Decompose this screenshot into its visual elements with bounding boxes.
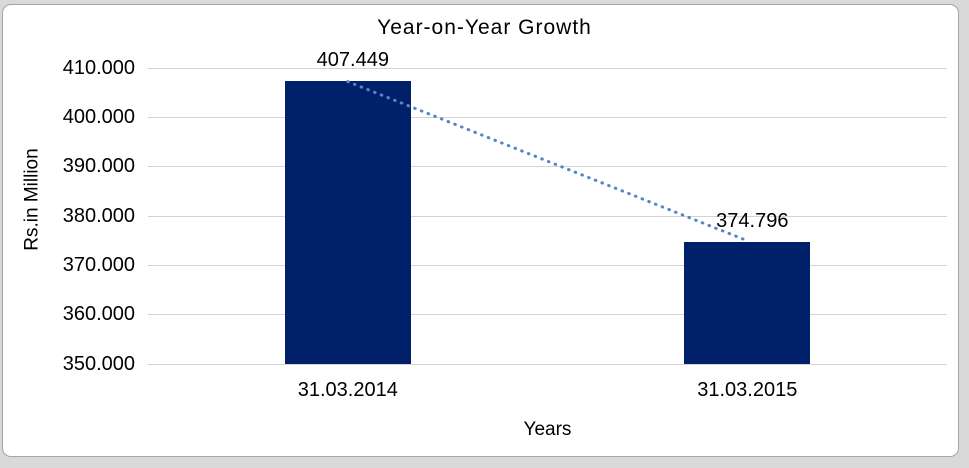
data-label: 407.449 — [316, 48, 389, 71]
chart-title: Year-on-Year Growth — [377, 16, 592, 39]
gridline — [148, 314, 947, 316]
y-axis-tick-label: 350.000 — [62, 352, 135, 375]
gridline — [148, 116, 947, 118]
gridline — [148, 67, 947, 69]
x-axis-tick-label: 31.03.2015 — [697, 379, 798, 401]
y-axis-tick-label: 360.000 — [62, 303, 135, 326]
y-axis-tick-label: 410.000 — [62, 56, 135, 79]
y-axis-tick-label: 390.000 — [62, 155, 135, 178]
x-axis-tick-label: 31.03.2014 — [297, 379, 398, 401]
gridline — [148, 264, 947, 266]
gridline — [148, 363, 947, 365]
y-axis-tick-label: 380.000 — [62, 204, 135, 227]
data-label: 374.796 — [716, 209, 789, 232]
x-axis-title: Years — [523, 419, 572, 440]
bar-31.03.2015 — [684, 241, 811, 364]
gridline — [148, 166, 947, 168]
y-axis-tick-label: 400.000 — [62, 105, 135, 128]
bar-31.03.2014 — [284, 80, 411, 364]
gridline — [148, 215, 947, 217]
y-axis-tick-label: 370.000 — [62, 253, 135, 276]
